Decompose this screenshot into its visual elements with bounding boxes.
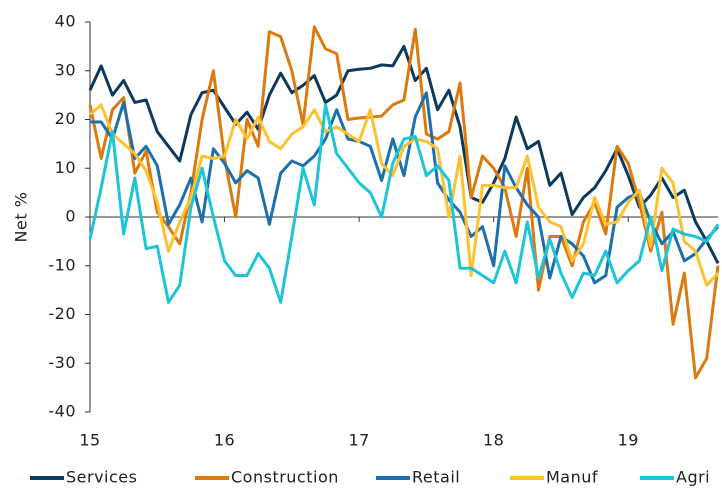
y-tick-label: 20 [55, 109, 76, 128]
series-line [88, 44, 720, 265]
y-tick-label: -30 [48, 353, 76, 372]
series-line [88, 103, 720, 304]
y-tick-label: 0 [65, 207, 76, 226]
legend-label: Construction [231, 468, 339, 487]
legend-label: Agri [676, 468, 710, 487]
series-line [88, 25, 720, 380]
y-tick-label: -40 [48, 402, 76, 421]
x-tick-label: 16 [214, 431, 235, 450]
y-tick-label: -20 [48, 304, 76, 323]
y-axis-label: Net % [12, 192, 31, 243]
x-tick-label: 17 [348, 431, 369, 450]
legend-label: Retail [412, 468, 460, 487]
series-line [89, 103, 720, 287]
y-tick-label: 40 [55, 12, 76, 31]
y-tick-label: -10 [48, 255, 76, 274]
legend-label: Manuf [546, 468, 598, 487]
y-tick-label: 10 [55, 158, 76, 177]
legend-label: Services [66, 468, 137, 487]
x-tick-label: 19 [618, 431, 639, 450]
x-tick-label: 15 [79, 431, 100, 450]
x-tick-label: 18 [483, 431, 504, 450]
y-tick-label: 30 [55, 60, 76, 79]
